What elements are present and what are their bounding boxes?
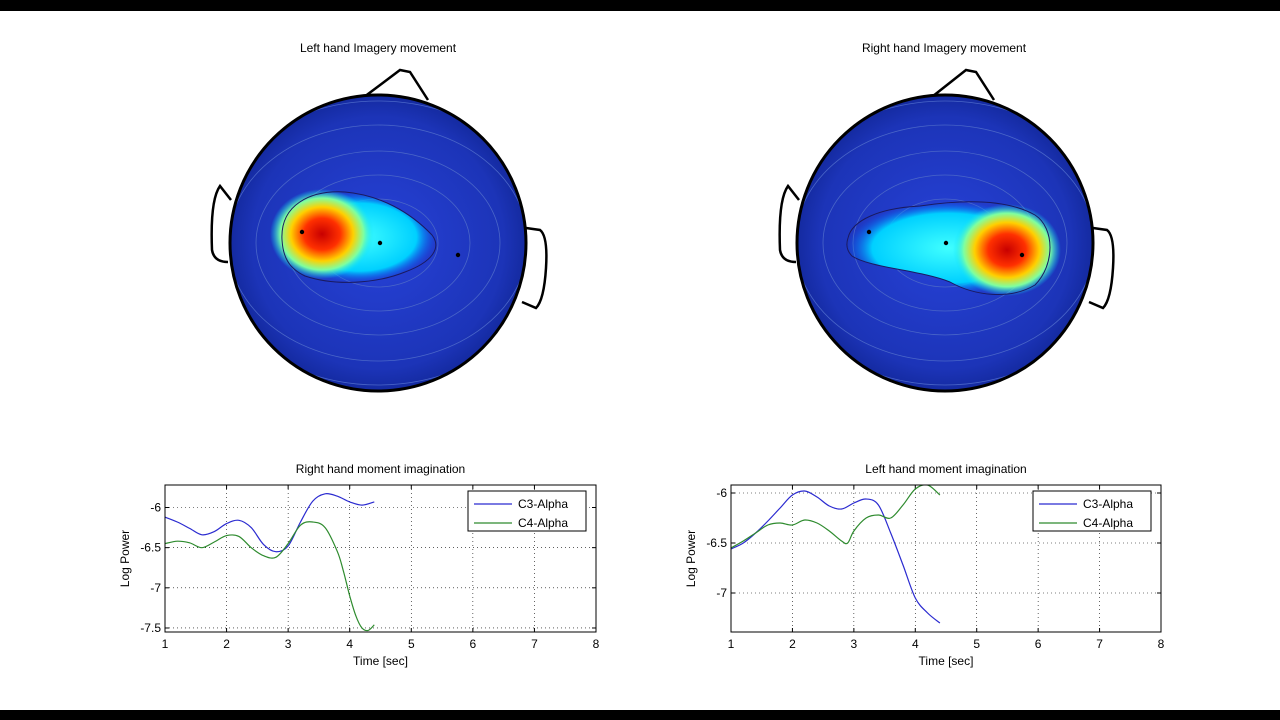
x-tick-label: 6 <box>1035 637 1042 651</box>
x-axis-label: Time [sec] <box>919 654 974 668</box>
electrode-c4 <box>1019 252 1025 258</box>
legend: C3-Alpha C4-Alpha <box>1032 490 1152 532</box>
y-tick-label: -6 <box>150 500 161 514</box>
x-tick-label: 3 <box>285 637 292 651</box>
x-axis-label: Time [sec] <box>353 654 408 668</box>
x-tick-label: 6 <box>470 637 477 651</box>
legend-label: C4-Alpha <box>1083 516 1133 530</box>
y-tick-label: -6.5 <box>140 541 161 555</box>
right-ear-icon <box>1088 226 1115 310</box>
series-line-c3-alpha <box>165 493 375 553</box>
x-tick-label: 2 <box>223 637 230 651</box>
x-tick-label: 5 <box>408 637 415 651</box>
activation-hotspot <box>953 204 1061 296</box>
y-tick-label: -7 <box>150 581 161 595</box>
nose-icon <box>359 68 430 101</box>
letterbox-bottom <box>0 710 1280 720</box>
topo-title-right: Right hand Imagery movement <box>862 41 1027 55</box>
activation-hotspot <box>270 189 374 279</box>
x-tick-label: 7 <box>531 637 538 651</box>
topo-map-right: Right hand Imagery movement <box>778 41 1115 393</box>
electrode-cz <box>943 240 949 246</box>
legend: C3-Alpha C4-Alpha <box>467 490 587 532</box>
axes-frame <box>164 484 597 633</box>
left-ear-icon <box>778 183 800 264</box>
electrode-c4 <box>455 252 461 258</box>
axes-frame <box>730 484 1162 633</box>
x-tick-label: 1 <box>162 637 169 651</box>
y-tick-label: -6.5 <box>706 536 727 550</box>
y-tick-label: -6 <box>716 486 727 500</box>
series-line-c4-alpha <box>165 521 375 632</box>
y-axis-label: Log Power <box>684 530 698 587</box>
chart-title: Left hand moment imagination <box>865 462 1026 476</box>
line-chart-left-hand: Left hand moment imagination 1 2 3 4 5 6 7 8 -6 -6… <box>684 462 1165 668</box>
legend-label: C3-Alpha <box>1083 497 1133 511</box>
x-tick-label: 4 <box>912 637 919 651</box>
electrode-cz <box>377 240 383 246</box>
legend-label: C3-Alpha <box>518 497 568 511</box>
y-axis-label: Log Power <box>118 530 132 587</box>
x-tick-label: 5 <box>973 637 980 651</box>
x-tick-label: 8 <box>593 637 600 651</box>
line-chart-right-hand: Right hand moment imagination 1 2 3 4 5 6 7 8 -6 -… <box>118 462 600 668</box>
topo-map-left: Left hand Imagery movement <box>210 41 548 393</box>
x-tick-label: 3 <box>851 637 858 651</box>
left-ear-icon <box>210 183 232 264</box>
x-tick-label: 2 <box>789 637 796 651</box>
head-outline <box>228 93 528 393</box>
nose-icon <box>927 68 996 101</box>
letterbox-top <box>0 0 1280 11</box>
chart-title: Right hand moment imagination <box>296 462 465 476</box>
head-outline <box>795 93 1095 393</box>
electrode-c3 <box>866 229 872 235</box>
x-tick-label: 4 <box>346 637 353 651</box>
series-line-c3-alpha <box>731 490 941 624</box>
right-ear-icon <box>521 226 548 310</box>
x-tick-label: 8 <box>1158 637 1165 651</box>
x-tick-label: 7 <box>1096 637 1103 651</box>
legend-box <box>1032 490 1152 532</box>
legend-label: C4-Alpha <box>518 516 568 530</box>
x-tick-label: 1 <box>728 637 735 651</box>
electrode-c3 <box>299 229 305 235</box>
y-tick-label: -7 <box>716 586 727 600</box>
legend-box <box>467 490 587 532</box>
series-line-c4-alpha <box>731 485 941 549</box>
y-tick-label: -7.5 <box>140 621 161 635</box>
topo-title-left: Left hand Imagery movement <box>300 41 457 55</box>
